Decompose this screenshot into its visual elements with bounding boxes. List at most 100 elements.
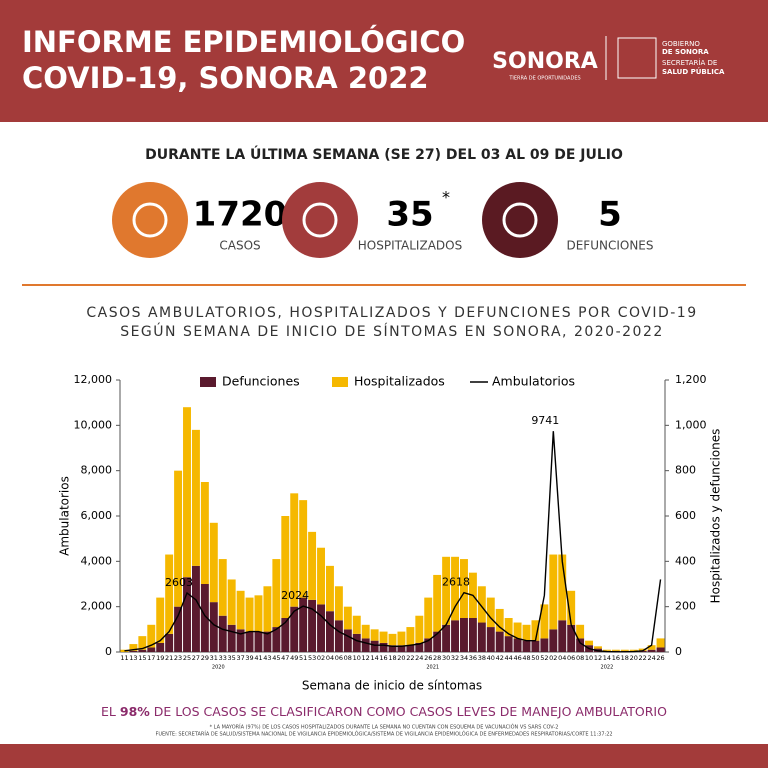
x-tick-label: 19 bbox=[156, 654, 164, 662]
logo-tagline: TIERRA DE OPORTUNIDADES bbox=[508, 76, 580, 82]
bar-defunciones bbox=[317, 604, 325, 652]
bar-hospitalizados bbox=[629, 649, 638, 651]
gov: GOBIERNO bbox=[662, 40, 700, 48]
data-label: 2618 bbox=[442, 576, 470, 589]
bar-hospitalizados bbox=[325, 565, 334, 612]
bar-hospitalizados bbox=[611, 649, 620, 651]
bar-defunciones bbox=[290, 606, 299, 652]
title: COVID-19, SONORA 2022 bbox=[22, 61, 429, 95]
stat-value: 35 bbox=[386, 195, 433, 235]
legend-label: Hospitalizados bbox=[354, 374, 445, 389]
line-ambulatorios bbox=[124, 431, 662, 653]
x-tick-label: 04 bbox=[558, 654, 566, 662]
x-tick-label: 44 bbox=[505, 654, 513, 662]
bar-hospitalizados bbox=[567, 590, 576, 625]
bar-hospitalizados bbox=[370, 629, 379, 641]
bar-hospitalizados bbox=[406, 627, 415, 646]
y-label: Ambulatorios bbox=[58, 476, 72, 556]
x-tick-label: 10 bbox=[353, 654, 361, 662]
bar-defunciones bbox=[165, 633, 174, 652]
bar-defunciones bbox=[174, 606, 183, 652]
y2-tick-label: 800 bbox=[675, 464, 696, 477]
x-tick-label: 17 bbox=[147, 654, 155, 662]
footer-part: 98% bbox=[120, 704, 150, 719]
bar-defunciones bbox=[191, 565, 200, 652]
bar-hospitalizados bbox=[558, 554, 567, 621]
x-tick-label: 49 bbox=[290, 654, 298, 662]
x-tick-label: 20 bbox=[630, 654, 638, 662]
x-tick-label: 50 bbox=[531, 654, 539, 662]
bar-defunciones bbox=[442, 624, 451, 652]
bar-hospitalizados bbox=[236, 590, 245, 630]
x-tick-label: 27 bbox=[192, 654, 200, 662]
bar-defunciones bbox=[388, 645, 397, 652]
bar-defunciones bbox=[334, 620, 343, 652]
chart-title: CASOS AMBULATORIOS, HOSPITALIZADOS Y DEF… bbox=[86, 305, 697, 321]
x-tick-label: 53 bbox=[308, 654, 316, 662]
bar-hospitalizados bbox=[397, 631, 406, 646]
y-tick-label: 4,000 bbox=[81, 554, 113, 567]
bar-hospitalizados bbox=[602, 649, 611, 651]
bar-hospitalizados bbox=[647, 645, 656, 650]
x-label: Semana de inicio de síntomas bbox=[302, 679, 482, 693]
bar-defunciones bbox=[486, 627, 495, 652]
legend-label: Defunciones bbox=[222, 374, 300, 389]
bar-hospitalizados bbox=[451, 556, 460, 621]
bar-defunciones bbox=[343, 629, 352, 652]
x-tick-label: 13 bbox=[129, 654, 137, 662]
bar-defunciones bbox=[183, 577, 191, 652]
bar-hospitalizados bbox=[504, 618, 513, 637]
x-tick-label: 39 bbox=[245, 654, 253, 662]
x-tick-label: 34 bbox=[460, 654, 468, 662]
gov: DE SONORA bbox=[662, 48, 709, 56]
y-tick-label: 8,000 bbox=[81, 464, 113, 477]
x-tick-label: 04 bbox=[326, 654, 334, 662]
x-tick-label: 08 bbox=[344, 654, 352, 662]
bar-hospitalizados bbox=[120, 649, 129, 652]
bar-hospitalizados bbox=[227, 579, 236, 625]
x-tick-label: 24 bbox=[647, 654, 655, 662]
x-tick-label: 33 bbox=[219, 654, 227, 662]
x-tick-label: 11 bbox=[120, 654, 128, 662]
bar-hospitalizados bbox=[191, 429, 200, 566]
x-tick-label: 29 bbox=[201, 654, 209, 662]
icon-glyph bbox=[132, 202, 168, 238]
bar-defunciones bbox=[576, 638, 585, 652]
bar-hospitalizados bbox=[281, 516, 290, 618]
bar-hospitalizados bbox=[620, 649, 629, 651]
y2-label: Hospitalizados y defunciones bbox=[709, 429, 723, 604]
bar-hospitalizados bbox=[254, 595, 263, 632]
x-tick-label: 47 bbox=[281, 654, 289, 662]
bar-defunciones bbox=[656, 647, 665, 652]
x-tick-label: 41 bbox=[254, 654, 262, 662]
y-tick-label: 6,000 bbox=[81, 509, 113, 522]
bar-defunciones bbox=[522, 640, 531, 652]
icon-glyph bbox=[302, 202, 338, 238]
stat-label: HOSPITALIZADOS bbox=[358, 239, 462, 253]
x-tick-label: 37 bbox=[236, 654, 244, 662]
bar-hospitalizados bbox=[263, 586, 272, 632]
x-tick-label: 38 bbox=[478, 654, 486, 662]
bar-hospitalizados bbox=[209, 522, 218, 603]
legend-swatch bbox=[332, 377, 348, 387]
y-tick-label: 2,000 bbox=[81, 600, 113, 613]
x-tick-label: 42 bbox=[496, 654, 504, 662]
x-tick-label: 18 bbox=[388, 654, 396, 662]
bar-defunciones bbox=[397, 645, 406, 652]
x-tick-label: 51 bbox=[299, 654, 307, 662]
dept: SECRETARÍA DE bbox=[662, 58, 717, 67]
x-tick-label: 25 bbox=[183, 654, 191, 662]
bar-defunciones bbox=[531, 640, 540, 652]
x-tick-label: 24 bbox=[415, 654, 423, 662]
bar-defunciones bbox=[325, 611, 334, 652]
bar-hospitalizados bbox=[495, 608, 504, 632]
bar-defunciones bbox=[468, 618, 477, 652]
x-tick-label: 18 bbox=[621, 654, 629, 662]
title: INFORME EPIDEMIOLÓGICO bbox=[22, 25, 465, 59]
bar-defunciones bbox=[424, 638, 433, 652]
footnote: FUENTE: SECRETARÍA DE SALUD/SISTEMA NACI… bbox=[155, 731, 612, 738]
stat-value: 1720 bbox=[193, 195, 288, 235]
icon-glyph bbox=[502, 202, 538, 238]
y2-tick-label: 400 bbox=[675, 554, 696, 567]
